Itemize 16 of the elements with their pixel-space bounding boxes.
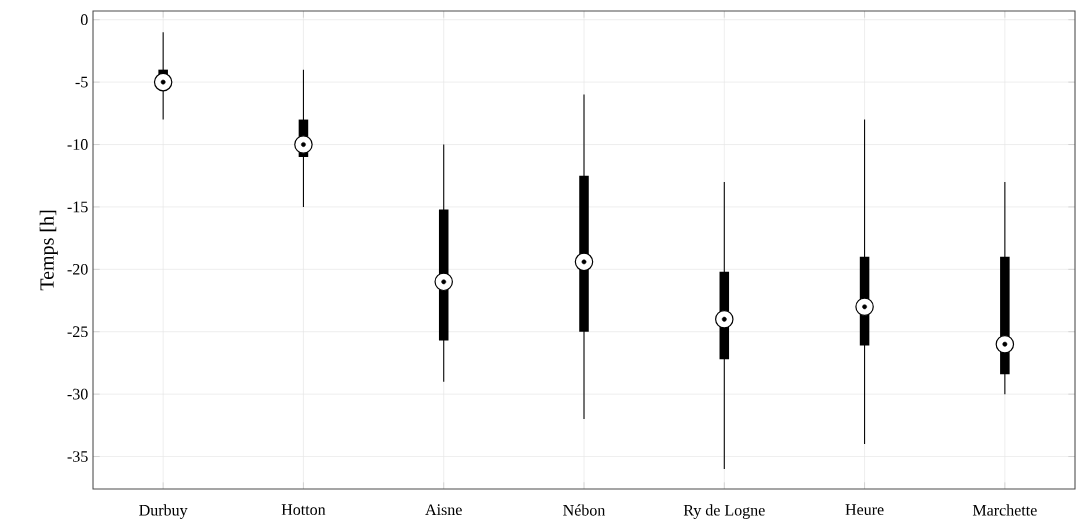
y-tick-label: -35 <box>67 451 88 462</box>
x-tick-label: Ry de Logne <box>683 504 765 519</box>
y-tick-label: -10 <box>67 139 88 150</box>
y-tick-label: -25 <box>67 326 88 338</box>
y-tick-label: -15 <box>67 201 88 213</box>
x-tick-label: Marchette <box>972 504 1037 516</box>
y-tick-label: 0 <box>80 14 88 26</box>
x-tick-label: Durbuy <box>139 504 188 519</box>
x-tick-label: Nébon <box>563 504 606 516</box>
x-tick-label: Aisne <box>425 504 462 516</box>
y-tick-label: -30 <box>67 388 88 400</box>
y-axis-title: Temps [h] <box>39 210 58 291</box>
x-tick-label: Heure <box>845 504 884 515</box>
y-tick-label: -20 <box>67 263 88 275</box>
x-tick-label: Hotton <box>281 504 326 515</box>
y-tick-label: -5 <box>75 76 88 88</box>
